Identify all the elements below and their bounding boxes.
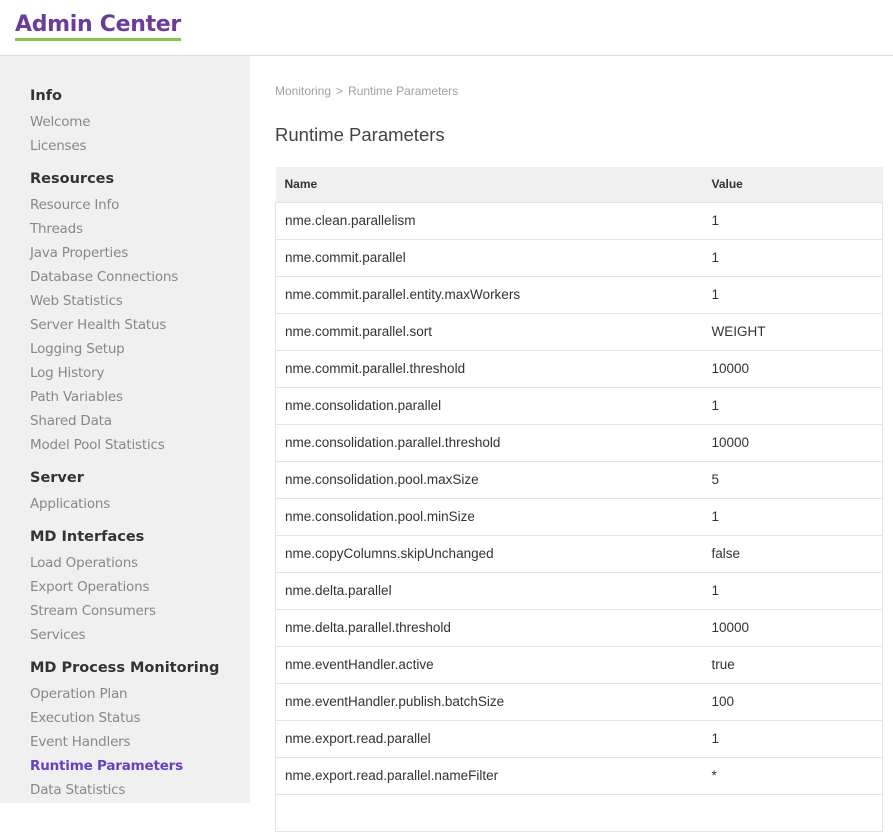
sidebar-group-heading: Info (30, 88, 62, 104)
table-row: nme.delta.parallel 1 (275, 571, 883, 610)
sidebar-item-server-health-status[interactable]: Server Health Status (30, 317, 167, 333)
sidebar-item-database-connections[interactable]: Database Connections (30, 269, 179, 285)
parameter-name: nme.commit.parallel.sort (275, 312, 703, 351)
parameter-name: nme.consolidation.pool.minSize (275, 497, 703, 536)
breadcrumb: Monitoring > Runtime Parameters (275, 84, 458, 98)
sidebar-item-load-operations[interactable]: Load Operations (30, 555, 138, 571)
sidebar-item-operation-plan[interactable]: Operation Plan (30, 686, 128, 702)
table-row: nme.delta.parallel.threshold 10000 (275, 608, 883, 647)
page-title: Runtime Parameters (275, 124, 445, 145)
table-row: nme.export.read.parallel.nameFilter * (275, 756, 883, 795)
sidebar-item-model-pool-statistics[interactable]: Model Pool Statistics (30, 437, 165, 453)
sidebar-nav: Info Welcome Licenses Resources Resource Inf… (0, 56, 250, 803)
parameter-value: 1 (702, 497, 883, 536)
column-header-value[interactable]: Value (702, 167, 883, 202)
table-row: nme.clean.parallelism 1 (275, 201, 883, 240)
parameter-name: nme.copyColumns.skipUnchanged (275, 534, 703, 573)
sidebar-item-data-statistics[interactable]: Data Statistics (30, 782, 126, 798)
sidebar-item-runtime-parameters[interactable]: Runtime Parameters (30, 758, 183, 774)
column-header-name[interactable]: Name (275, 167, 703, 202)
app-header: Admin Center (0, 0, 893, 56)
parameter-name: nme.eventHandler.active (275, 645, 703, 684)
breadcrumb-current: Runtime Parameters (348, 84, 459, 98)
parameter-name: nme.export.read.parallel (275, 719, 703, 758)
parameter-value: 10000 (702, 423, 883, 462)
parameter-value: false (702, 534, 883, 573)
parameter-value: 5 (702, 460, 883, 499)
sidebar-item-web-statistics[interactable]: Web Statistics (30, 293, 123, 309)
parameter-value: true (702, 645, 883, 684)
sidebar-group-heading: MD Interfaces (30, 529, 145, 545)
app-title[interactable]: Admin Center (15, 12, 181, 41)
sidebar-item-java-properties[interactable]: Java Properties (30, 245, 129, 261)
parameter-value: 1 (702, 275, 883, 314)
table-row: nme.consolidation.pool.maxSize 5 (275, 460, 883, 499)
parameter-value: 1 (702, 719, 883, 758)
parameter-value: 1 (702, 571, 883, 610)
sidebar-group: Info Welcome Licenses (30, 86, 250, 160)
table-row: nme.eventHandler.publish.batchSize 100 (275, 682, 883, 721)
parameter-value: WEIGHT (702, 312, 883, 351)
table-row: nme.commit.parallel.threshold 10000 (275, 349, 883, 388)
parameter-value (702, 793, 883, 832)
table-row: nme.export.read.parallel 1 (275, 719, 883, 758)
sidebar-item-log-history[interactable]: Log History (30, 365, 105, 381)
parameter-value: 1 (702, 386, 883, 425)
sidebar-item-services[interactable]: Services (30, 627, 86, 643)
parameter-name: nme.delta.parallel (275, 571, 703, 610)
table-row: nme.commit.parallel.sort WEIGHT (275, 312, 883, 351)
parameter-value: 100 (702, 682, 883, 721)
parameter-value: 1 (702, 201, 883, 240)
breadcrumb-parent[interactable]: Monitoring (275, 84, 332, 98)
parameter-value: 10000 (702, 349, 883, 388)
sidebar-item-resource-info[interactable]: Resource Info (30, 197, 120, 213)
parameter-name: nme.commit.parallel.entity.maxWorkers (275, 275, 703, 314)
table-row (275, 793, 883, 832)
sidebar-group: MD Process Monitoring Operation Plan Execu… (30, 658, 250, 804)
table-header-row: Name Value (275, 167, 883, 202)
sidebar-item-path-variables[interactable]: Path Variables (30, 389, 123, 405)
sidebar-group: MD Interfaces Load Operations Export Opera… (30, 527, 250, 649)
sidebar-item-logging-setup[interactable]: Logging Setup (30, 341, 125, 357)
sidebar-item-execution-status[interactable]: Execution Status (30, 710, 141, 726)
sidebar-group-heading: MD Process Monitoring (30, 660, 220, 676)
parameter-name: nme.commit.parallel.threshold (275, 349, 703, 388)
sidebar-item-event-handlers[interactable]: Event Handlers (30, 734, 131, 750)
sidebar-item-applications[interactable]: Applications (30, 496, 111, 512)
parameter-name (275, 793, 703, 832)
parameter-name: nme.export.read.parallel.nameFilter (275, 756, 703, 795)
sidebar-item-export-operations[interactable]: Export Operations (30, 579, 150, 595)
table-row: nme.copyColumns.skipUnchanged false (275, 534, 883, 573)
parameter-name: nme.clean.parallelism (275, 201, 703, 240)
sidebar-item-shared-data[interactable]: Shared Data (30, 413, 112, 429)
sidebar-item-licenses[interactable]: Licenses (30, 138, 87, 154)
table-row: nme.consolidation.pool.minSize 1 (275, 497, 883, 536)
sidebar-item-welcome[interactable]: Welcome (30, 114, 91, 130)
parameter-value: * (702, 756, 883, 795)
table-row: nme.commit.parallel.entity.maxWorkers 1 (275, 275, 883, 314)
breadcrumb-separator: > (336, 84, 344, 98)
table-row: nme.consolidation.parallel.threshold 1000… (275, 423, 883, 462)
parameter-name: nme.commit.parallel (275, 238, 703, 277)
runtime-parameters-table: Name Value nme.clean.parallelism 1 nme.com… (275, 167, 883, 832)
parameter-value: 1 (702, 238, 883, 277)
parameter-name: nme.consolidation.parallel (275, 386, 703, 425)
sidebar-group: Resources Resource Info Threads Java Proper… (30, 169, 250, 459)
parameter-name: nme.consolidation.parallel.threshold (275, 423, 703, 462)
sidebar-group-heading: Server (30, 470, 84, 486)
sidebar-group-heading: Resources (30, 171, 115, 187)
sidebar-item-stream-consumers[interactable]: Stream Consumers (30, 603, 156, 619)
table-row: nme.eventHandler.active true (275, 645, 883, 684)
table-row: nme.consolidation.parallel 1 (275, 386, 883, 425)
table-row: nme.commit.parallel 1 (275, 238, 883, 277)
sidebar-group: Server Applications (30, 468, 250, 518)
sidebar-item-threads[interactable]: Threads (30, 221, 83, 237)
parameter-name: nme.consolidation.pool.maxSize (275, 460, 703, 499)
parameter-name: nme.delta.parallel.threshold (275, 608, 703, 647)
parameter-name: nme.eventHandler.publish.batchSize (275, 682, 703, 721)
parameter-value: 10000 (702, 608, 883, 647)
